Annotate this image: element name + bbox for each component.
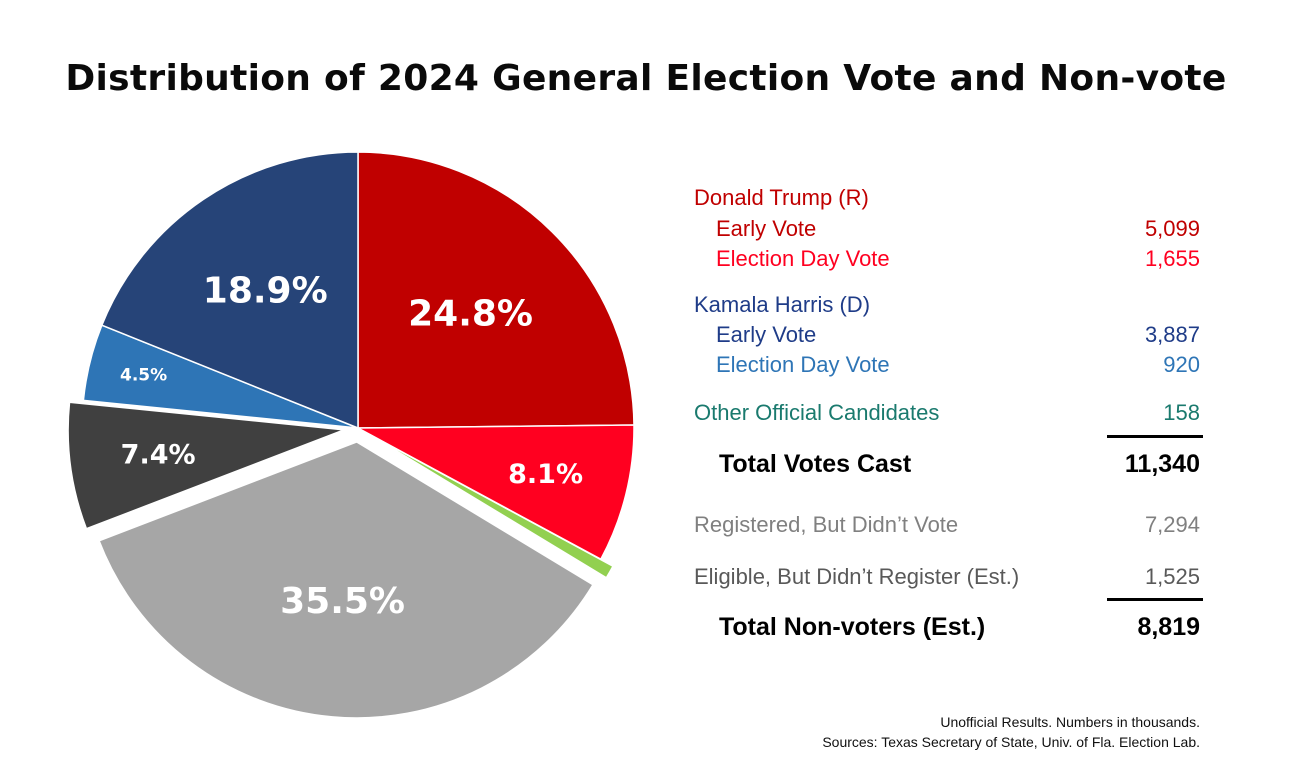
harris-eday-value: 920 xyxy=(1163,352,1200,377)
trump-early-value: 5,099 xyxy=(1144,216,1200,241)
trump-eday-value: 1,655 xyxy=(1144,246,1200,271)
pie-label-4: 35.5% xyxy=(280,581,405,622)
total-votes-rule xyxy=(1107,435,1203,438)
total-votes-label: Total Votes Cast xyxy=(719,450,912,478)
total-votes-value: 11,340 xyxy=(1124,450,1200,478)
total-nonvoters-rule xyxy=(1107,598,1203,601)
harris-early-label: Early Vote xyxy=(716,322,817,347)
pie-slice-5 xyxy=(67,401,345,530)
registered-value: 7,294 xyxy=(1144,512,1200,537)
harris-early-value: 3,887 xyxy=(1144,322,1200,347)
footer-note: Unofficial Results. Numbers in thousands… xyxy=(940,714,1200,730)
trump-eday-label: Election Day Vote xyxy=(716,246,890,271)
pie-label-5: 7.4% xyxy=(121,439,196,470)
eligible-value: 1,525 xyxy=(1144,564,1200,589)
pie-slice-1 xyxy=(357,151,635,429)
other-label: Other Official Candidates xyxy=(694,400,940,425)
pie-label-7: 18.9% xyxy=(203,270,328,311)
total-nonvoters-value: 8,819 xyxy=(1137,613,1200,641)
total-nonvoters-label: Total Non-voters (Est.) xyxy=(719,613,986,641)
harris-header: Kamala Harris (D) xyxy=(694,292,871,317)
pie-slice-7 xyxy=(100,151,359,430)
chart-title: Distribution of 2024 General Election Vo… xyxy=(65,58,1227,99)
eligible-label: Eligible, But Didn’t Register (Est.) xyxy=(694,564,1020,589)
pie-slice-4 xyxy=(98,441,594,719)
trump-early-label: Early Vote xyxy=(716,216,817,241)
pie-slice-2 xyxy=(355,424,635,561)
harris-eday-label: Election Day Vote xyxy=(716,352,890,377)
pie-label-1: 24.8% xyxy=(408,294,533,335)
footer-sources: Sources: Texas Secretary of State, Univ.… xyxy=(822,734,1200,750)
pie-label-2: 8.1% xyxy=(508,459,583,490)
trump-header: Donald Trump (R) xyxy=(694,185,869,210)
other-value: 158 xyxy=(1163,400,1200,425)
pie-slice-3 xyxy=(369,434,614,579)
pie-label-6: 4.5% xyxy=(120,365,167,385)
registered-label: Registered, But Didn’t Vote xyxy=(694,512,959,537)
